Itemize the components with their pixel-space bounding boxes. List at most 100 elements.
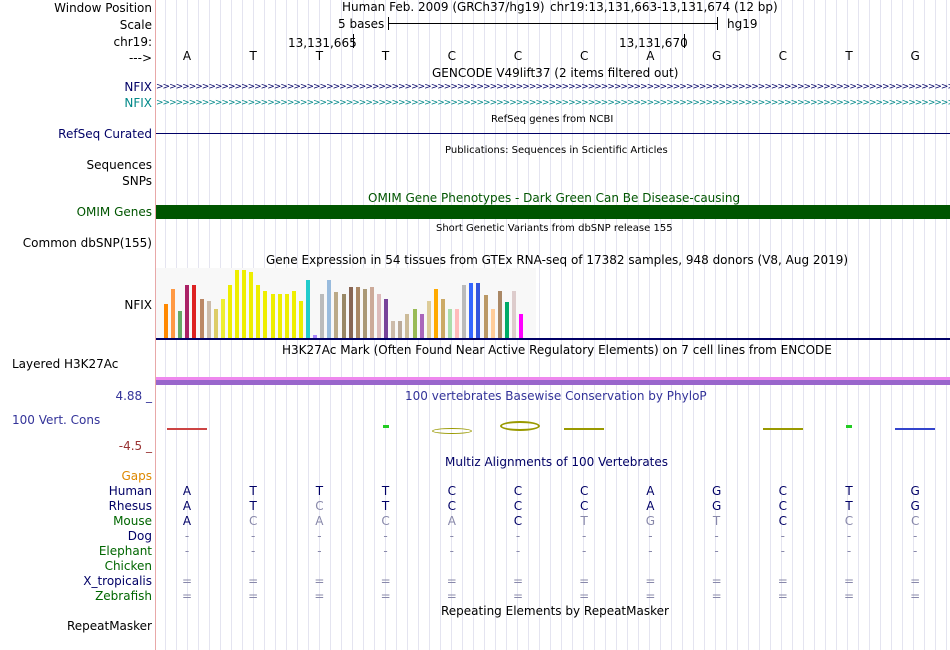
species-label[interactable]: Rhesus	[108, 499, 152, 513]
gtex-bar[interactable]	[412, 309, 417, 338]
h3k27-bar-bottom[interactable]	[156, 380, 950, 385]
gtex-bar[interactable]	[242, 270, 247, 338]
gtex-bar[interactable]	[490, 309, 495, 338]
pubs-label-sequences[interactable]: Sequences	[86, 158, 152, 172]
omim-label[interactable]: OMIM Genes	[76, 205, 152, 219]
rmsk-label[interactable]: RepeatMasker	[66, 619, 152, 633]
gaps-label[interactable]: Gaps	[121, 469, 152, 483]
gtex-bar[interactable]	[327, 280, 332, 338]
alignment-base: G	[910, 484, 920, 498]
species-label[interactable]: Elephant	[98, 544, 152, 558]
gtex-bar[interactable]	[298, 301, 303, 338]
gtex-bar[interactable]	[306, 280, 310, 338]
gtex-bar[interactable]	[511, 291, 516, 338]
grid-line	[792, 0, 793, 650]
pubs-title: Publications: Sequences in Scientific Ar…	[445, 145, 668, 156]
gtex-bar[interactable]	[519, 314, 523, 338]
gtex-bar[interactable]	[497, 291, 502, 338]
gtex-bar[interactable]	[284, 294, 289, 338]
grid-line	[847, 0, 848, 650]
gtex-bar[interactable]	[291, 291, 296, 338]
gtex-bar[interactable]	[462, 285, 467, 338]
gencode-item-label[interactable]: NFIX	[124, 80, 152, 94]
refseq-line[interactable]	[156, 133, 950, 134]
gtex-chart[interactable]	[156, 268, 536, 338]
grid-line	[561, 0, 562, 650]
gtex-bar[interactable]	[320, 294, 325, 338]
gtex-bar[interactable]	[164, 304, 168, 338]
phylop-label[interactable]: 100 Vert. Cons	[12, 413, 101, 427]
gtex-bar[interactable]	[192, 285, 197, 338]
alignment-base: =	[579, 589, 590, 603]
species-label[interactable]: Dog	[127, 529, 152, 543]
gtex-bar[interactable]	[377, 294, 381, 338]
gtex-bar[interactable]	[256, 285, 261, 338]
gtex-bar[interactable]	[249, 272, 254, 338]
grid-line	[616, 0, 617, 650]
gtex-bar[interactable]	[270, 294, 275, 338]
gtex-bar[interactable]	[348, 287, 353, 338]
gtex-bar[interactable]	[235, 270, 239, 338]
pubs-label-snps[interactable]: SNPs	[122, 174, 152, 188]
gtex-bar[interactable]	[448, 309, 452, 338]
alignment-base: -	[714, 544, 719, 558]
gtex-bar[interactable]	[476, 283, 481, 338]
gencode-item-label[interactable]: NFIX	[124, 96, 152, 110]
species-label[interactable]: Chicken	[104, 559, 152, 573]
base-letter: T	[315, 49, 324, 63]
alignment-base: -	[846, 529, 852, 543]
alignment-base: -	[184, 544, 190, 558]
alignment-base: A	[646, 499, 655, 513]
grid-line	[539, 0, 540, 650]
gtex-bar[interactable]	[227, 285, 232, 338]
grid-line	[627, 0, 628, 650]
gtex-bar[interactable]	[426, 301, 431, 338]
gtex-bar[interactable]	[469, 283, 474, 338]
snp-label[interactable]: Common dbSNP(155)	[22, 236, 152, 250]
gencode-transcript-1[interactable]: >>>>>>>>>>>>>>>>>>>>>>>>>>>>>>>>>>>>>>>>…	[156, 82, 950, 92]
species-label[interactable]: X_tropicalis	[83, 574, 152, 588]
gtex-bar[interactable]	[384, 299, 389, 338]
gtex-bar[interactable]	[405, 314, 410, 338]
refseq-label[interactable]: RefSeq Curated	[58, 127, 152, 141]
species-label[interactable]: Human	[108, 484, 152, 498]
gtex-bar[interactable]	[440, 299, 445, 338]
gtex-label[interactable]: NFIX	[124, 298, 152, 312]
species-label[interactable]: Zebrafish	[95, 589, 152, 603]
gtex-bar[interactable]	[391, 321, 396, 338]
species-label[interactable]: Mouse	[113, 514, 152, 528]
gtex-bar[interactable]	[313, 335, 318, 338]
gtex-bar[interactable]	[185, 285, 190, 338]
gtex-bar[interactable]	[341, 294, 346, 338]
h3k27-label[interactable]: Layered H3K27Ac	[12, 357, 119, 371]
gtex-bar[interactable]	[171, 289, 176, 338]
gtex-bar[interactable]	[419, 314, 424, 338]
gtex-bar[interactable]	[398, 321, 403, 338]
gtex-bar[interactable]	[206, 301, 211, 338]
gtex-bar[interactable]	[334, 292, 339, 338]
alignment-base: C	[248, 514, 258, 528]
gtex-bar[interactable]	[369, 287, 374, 338]
window-position-label: Window Position	[54, 1, 152, 15]
gtex-bar[interactable]	[504, 302, 509, 338]
gtex-bar[interactable]	[277, 294, 282, 338]
grid-line	[770, 0, 771, 650]
scale-label: Scale	[119, 18, 152, 32]
gtex-bar[interactable]	[433, 289, 438, 338]
gtex-bar[interactable]	[483, 295, 488, 338]
omim-bar[interactable]	[156, 205, 950, 219]
h3k27-bar-top[interactable]	[156, 377, 950, 380]
gtex-bar[interactable]	[213, 309, 218, 338]
gtex-bar[interactable]	[355, 287, 360, 338]
gtex-bar[interactable]	[220, 299, 225, 338]
gtex-bar[interactable]	[362, 289, 367, 338]
phylop-mark	[895, 428, 936, 430]
grid-line	[913, 0, 914, 650]
gencode-transcript-2[interactable]: >>>>>>>>>>>>>>>>>>>>>>>>>>>>>>>>>>>>>>>>…	[156, 98, 950, 108]
assembly-title: Human Feb. 2009 (GRCh37/hg19)	[342, 0, 545, 14]
gtex-bar[interactable]	[199, 299, 204, 338]
gtex-bar[interactable]	[263, 291, 268, 338]
strand-label: --->	[128, 51, 152, 65]
gtex-bar[interactable]	[455, 309, 460, 338]
gtex-bar[interactable]	[178, 311, 183, 338]
